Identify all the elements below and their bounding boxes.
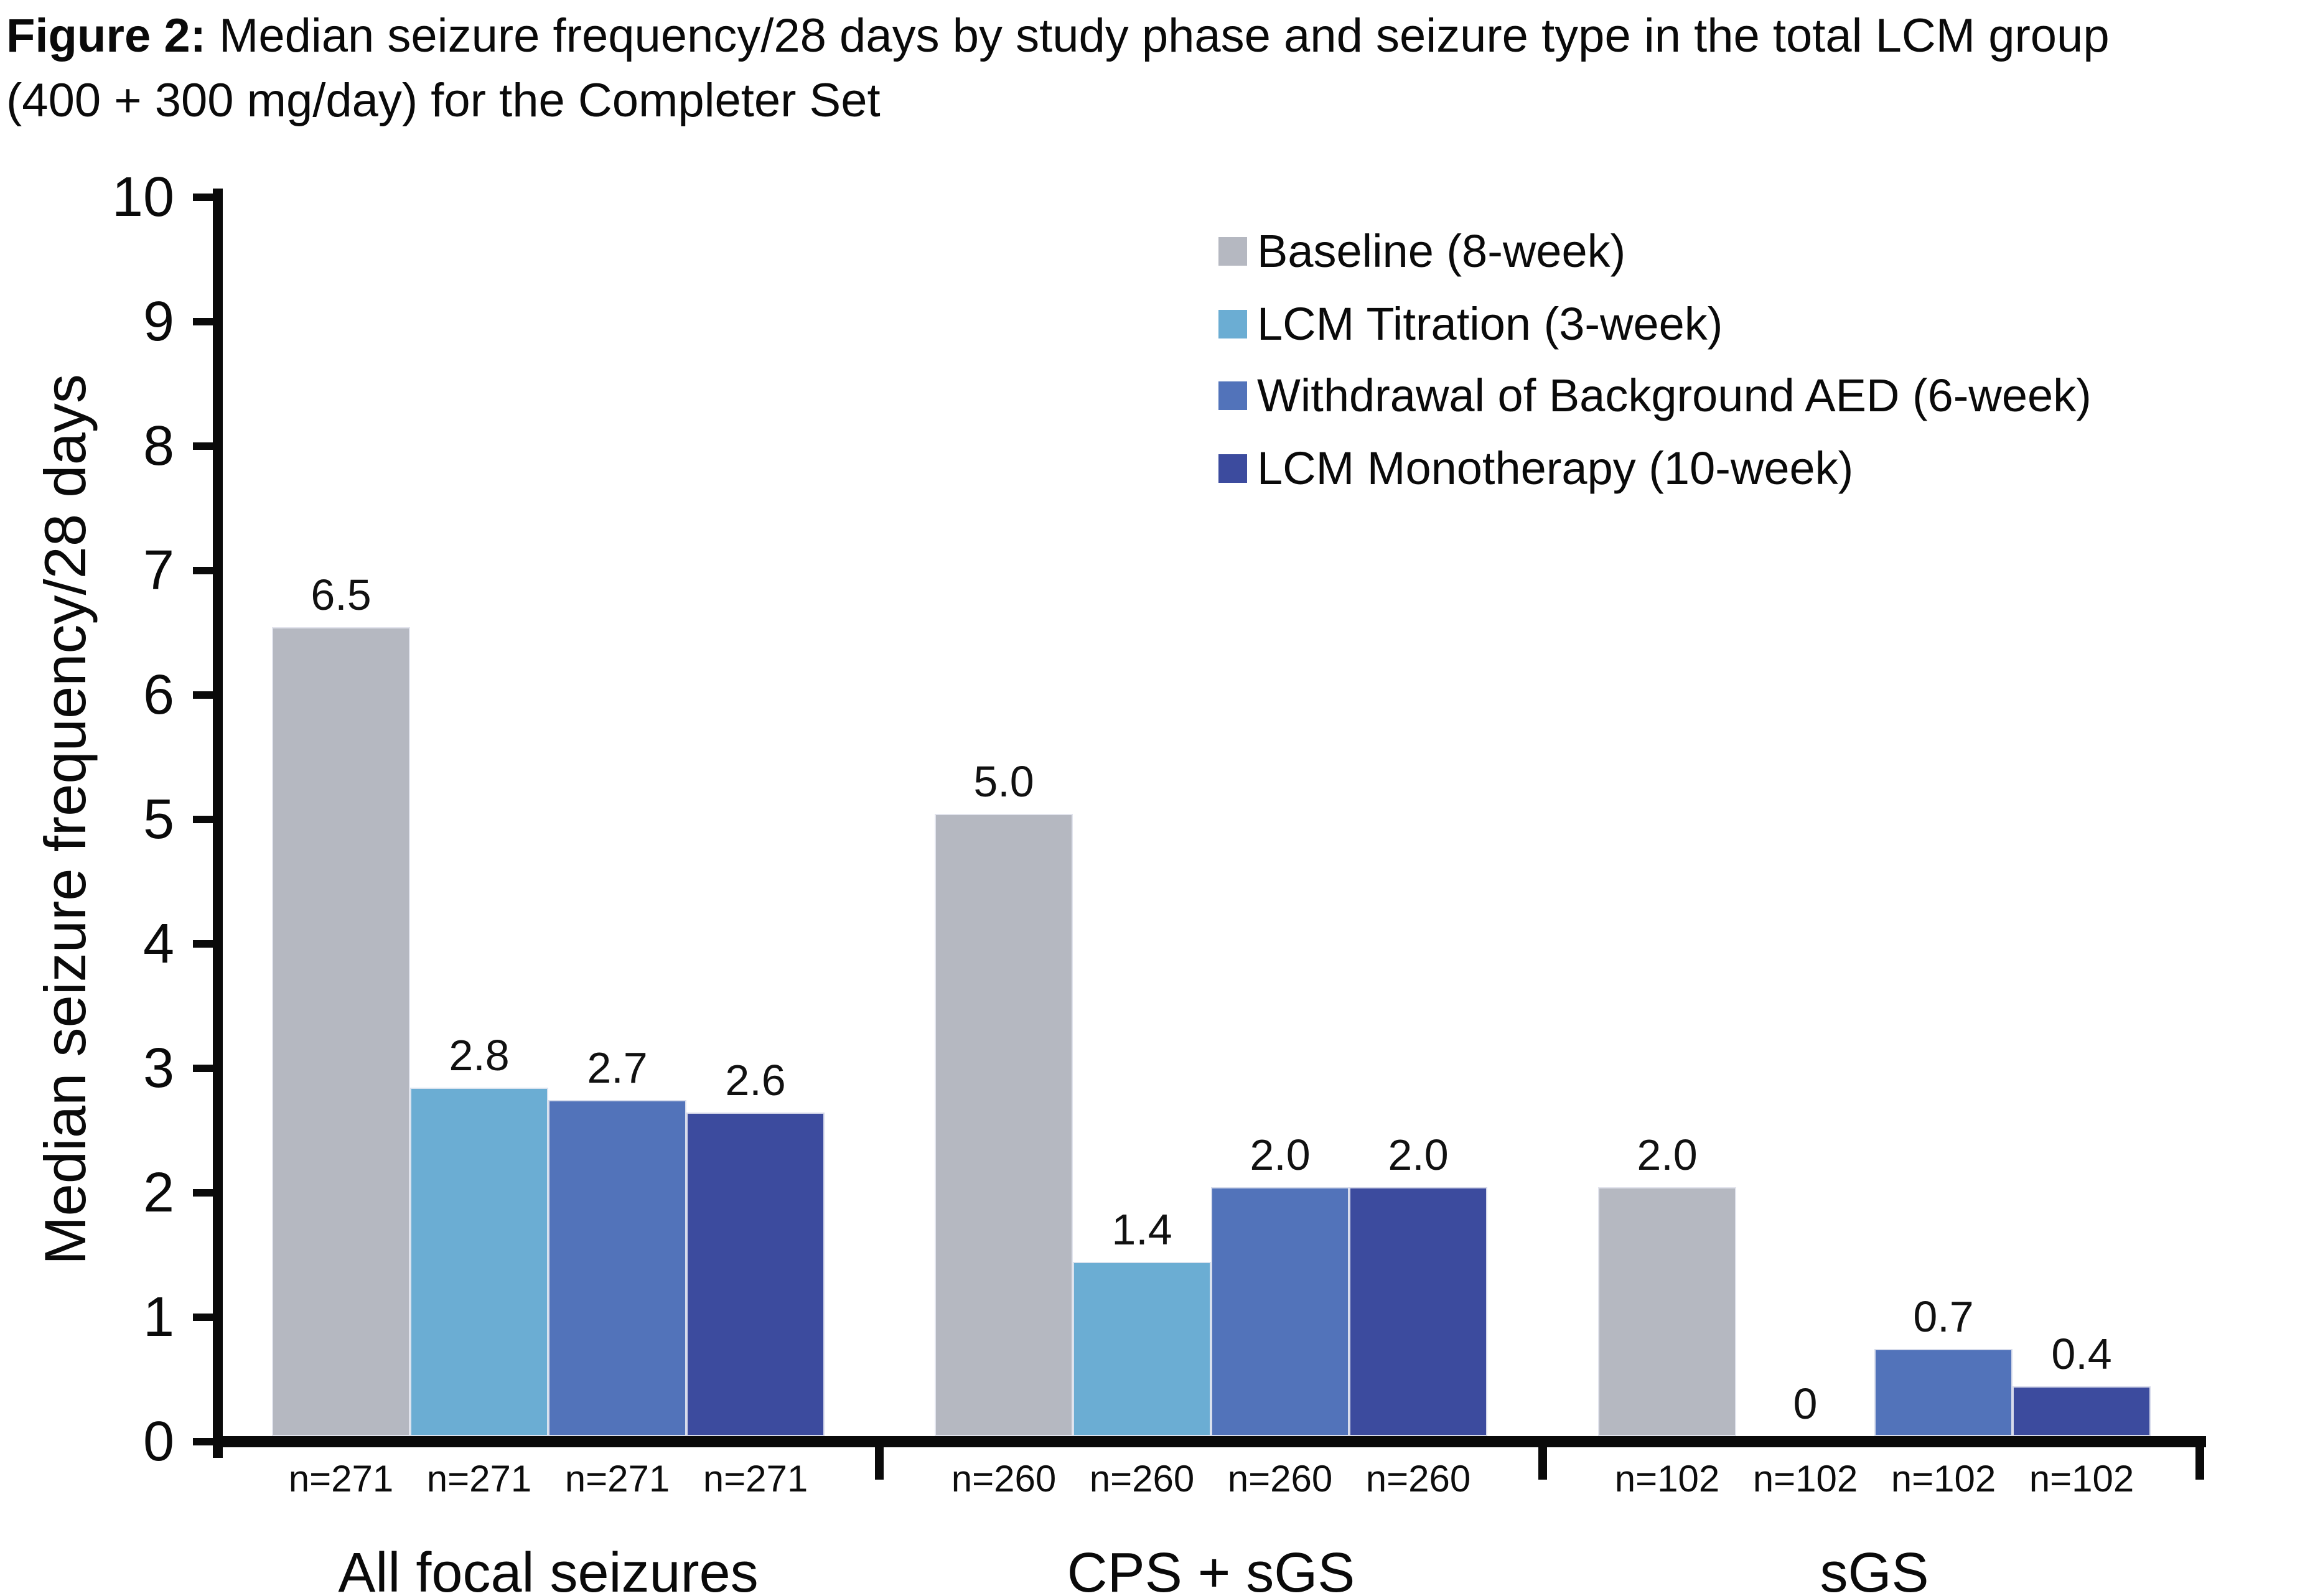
n-label: n=260 — [1227, 1458, 1333, 1500]
legend-label: LCM Titration (3-week) — [1257, 298, 1723, 350]
y-axis-tick-label: 10 — [111, 166, 174, 228]
figure-number: Figure 2: — [6, 9, 206, 62]
legend-label: LCM Monotherapy (10-week) — [1257, 442, 1854, 494]
n-label: n=271 — [288, 1458, 394, 1500]
bar-2-group-1 — [410, 1088, 548, 1436]
y-axis-tick — [193, 940, 213, 948]
figure-title-line1: Figure 2: Median seizure frequency/28 da… — [6, 4, 2299, 68]
n-label: n=260 — [1365, 1458, 1471, 1500]
y-axis-tick — [193, 816, 213, 823]
y-axis-tick — [193, 442, 213, 450]
bar-value-label: 5.0 — [973, 757, 1034, 806]
bar-1-group-3 — [1598, 1187, 1736, 1436]
x-category-label: sGS — [1820, 1542, 1929, 1596]
y-axis-tick-label: 8 — [143, 415, 174, 477]
bar-value-label: 0.7 — [1913, 1292, 1974, 1341]
bar-2-group-2 — [1073, 1262, 1211, 1436]
y-axis-line — [213, 189, 223, 1458]
y-axis-tick — [193, 1065, 213, 1072]
y-axis-tick-label: 5 — [143, 788, 174, 851]
x-axis-boundary-tick — [1538, 1447, 1547, 1480]
y-axis-tick-label: 4 — [143, 913, 174, 975]
x-axis-line — [213, 1436, 2206, 1447]
x-axis-boundary-tick — [2195, 1447, 2204, 1480]
legend-item-lcm-monotherapy-10-week: LCM Monotherapy (10-week) — [1218, 441, 1853, 496]
legend-swatch-withdrawal-of-background-aed-6-week — [1218, 381, 1247, 410]
bar-4-group-3 — [2013, 1386, 2151, 1436]
figure-title-text: Median seizure frequency/28 days by stud… — [205, 9, 2110, 62]
legend-item-withdrawal-of-background-aed-6-week: Withdrawal of Background AED (6-week) — [1218, 368, 2092, 423]
bar-4-group-2 — [1349, 1187, 1487, 1436]
y-axis-tick-label: 0 — [143, 1411, 174, 1473]
figure-title-line2: (400 + 300 mg/day) for the Completer Set — [6, 74, 881, 127]
bar-value-label: 2.0 — [1637, 1131, 1698, 1179]
n-label: n=260 — [1089, 1458, 1195, 1500]
x-category-label: All focal seizures — [338, 1542, 759, 1596]
n-label: n=260 — [951, 1458, 1057, 1500]
figure-title: Figure 2: Median seizure frequency/28 da… — [6, 4, 2299, 133]
y-axis-tick — [193, 1438, 213, 1445]
bar-value-label: 2.8 — [449, 1031, 510, 1080]
bar-value-label: 2.0 — [1388, 1131, 1449, 1179]
n-label: n=102 — [1752, 1458, 1858, 1500]
legend-item-lcm-titration-3-week: LCM Titration (3-week) — [1218, 297, 1723, 352]
legend-swatch-lcm-titration-3-week — [1218, 310, 1247, 338]
bar-value-label: 6.5 — [311, 571, 372, 619]
bar-3-group-2 — [1211, 1187, 1349, 1436]
x-axis-boundary-tick — [875, 1447, 884, 1480]
y-axis-tick-label: 1 — [143, 1286, 174, 1348]
bar-value-label: 2.7 — [587, 1043, 648, 1092]
x-category-label: CPS + sGS — [1067, 1542, 1355, 1596]
n-label: n=102 — [1614, 1458, 1720, 1500]
legend-item-baseline-8-week: Baseline (8-week) — [1218, 224, 1625, 279]
n-label: n=271 — [703, 1458, 808, 1500]
y-axis-tick-label: 7 — [143, 539, 174, 602]
y-axis-tick — [193, 567, 213, 574]
y-axis-tick-label: 6 — [143, 664, 174, 726]
legend-swatch-baseline-8-week — [1218, 237, 1247, 266]
legend-label: Withdrawal of Background AED (6-week) — [1257, 370, 2092, 421]
bar-value-label: 0 — [1793, 1379, 1818, 1428]
y-axis-tick — [193, 1189, 213, 1197]
bar-4-group-1 — [686, 1113, 825, 1436]
n-label: n=271 — [426, 1458, 532, 1500]
y-axis-tick-label: 9 — [143, 291, 174, 353]
y-axis-tick — [193, 194, 213, 201]
bar-value-label: 1.4 — [1111, 1205, 1172, 1254]
legend-swatch-lcm-monotherapy-10-week — [1218, 454, 1247, 483]
bar-1-group-1 — [272, 627, 410, 1436]
bar-3-group-1 — [548, 1100, 686, 1436]
bar-1-group-2 — [935, 814, 1073, 1436]
n-label: n=102 — [1891, 1458, 1996, 1500]
y-axis-tick-label: 2 — [143, 1162, 174, 1224]
n-label: n=271 — [564, 1458, 670, 1500]
legend-label: Baseline (8-week) — [1257, 225, 1626, 277]
y-axis-tick — [193, 1314, 213, 1321]
bar-value-label: 2.6 — [725, 1056, 786, 1104]
bar-3-group-3 — [1874, 1349, 2013, 1436]
bar-value-label: 0.4 — [2051, 1330, 2112, 1378]
y-axis-tick — [193, 691, 213, 699]
y-axis-tick — [193, 318, 213, 325]
y-axis-tick-label: 3 — [143, 1037, 174, 1099]
bar-value-label: 2.0 — [1250, 1131, 1311, 1179]
n-label: n=102 — [2029, 1458, 2134, 1500]
